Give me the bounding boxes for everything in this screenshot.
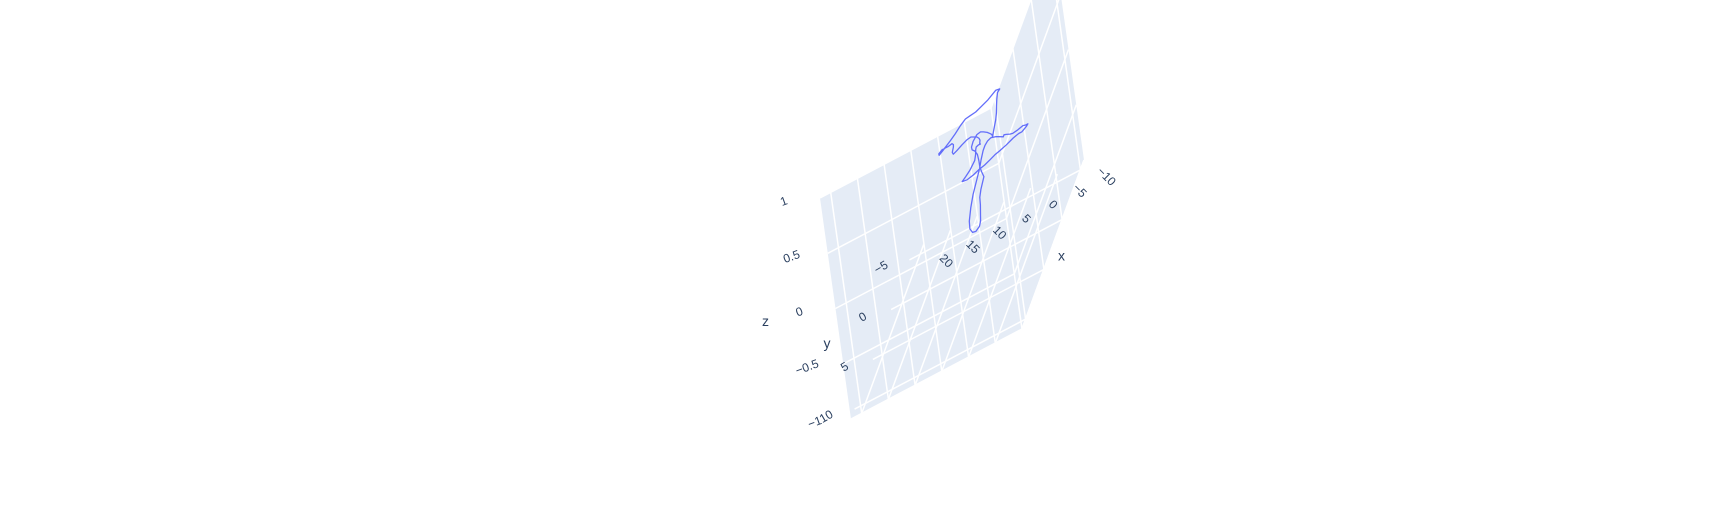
y-gridline-floor — [854, 318, 1026, 410]
z-tick-label: 0.5 — [781, 247, 802, 266]
z-gridline-sidewall — [835, 217, 1007, 310]
z-tick-label: −0.5 — [793, 356, 820, 377]
z-gridline-backwall — [998, 0, 1060, 164]
x-gridline-floor — [941, 201, 1005, 372]
z-gridline-backwall — [1013, 104, 1078, 275]
y-gridline-floor — [909, 169, 1081, 261]
x-tick-label: −10 — [1094, 164, 1119, 189]
y-axis-title: y — [824, 335, 831, 351]
y-gridline-floor — [890, 218, 1063, 311]
z-gridline-backwall — [990, 0, 1032, 109]
x-gridline-floor — [887, 230, 952, 400]
trace-line — [938, 88, 1029, 234]
z-gridline-sidewall — [827, 162, 1000, 254]
data-traces — [938, 88, 1029, 234]
y-tick-label: 10 — [817, 407, 836, 426]
z-gridline-backwall — [1005, 49, 1070, 219]
y-gridline-floor — [872, 268, 1045, 361]
z-tick-label: 1 — [778, 193, 789, 209]
z-gridline-sidewall — [842, 273, 1015, 365]
x-gridline-floor — [914, 216, 978, 386]
x-axis-title: x — [1058, 248, 1065, 264]
x-gridline-floor — [994, 173, 1059, 344]
x-gridline-floor — [860, 244, 925, 414]
y-tick-label: −5 — [872, 258, 891, 277]
back-wall-plane — [991, 0, 1084, 329]
x-gridline-floor — [967, 187, 1032, 358]
z-gridline-sidewall — [850, 328, 1023, 420]
gridlines — [819, 0, 1085, 420]
z-tick-label: 0 — [794, 304, 805, 320]
z-gridline-backwall — [1021, 159, 1085, 330]
z-axis-title: z — [762, 313, 769, 329]
z-tick-label: −1 — [806, 413, 824, 431]
